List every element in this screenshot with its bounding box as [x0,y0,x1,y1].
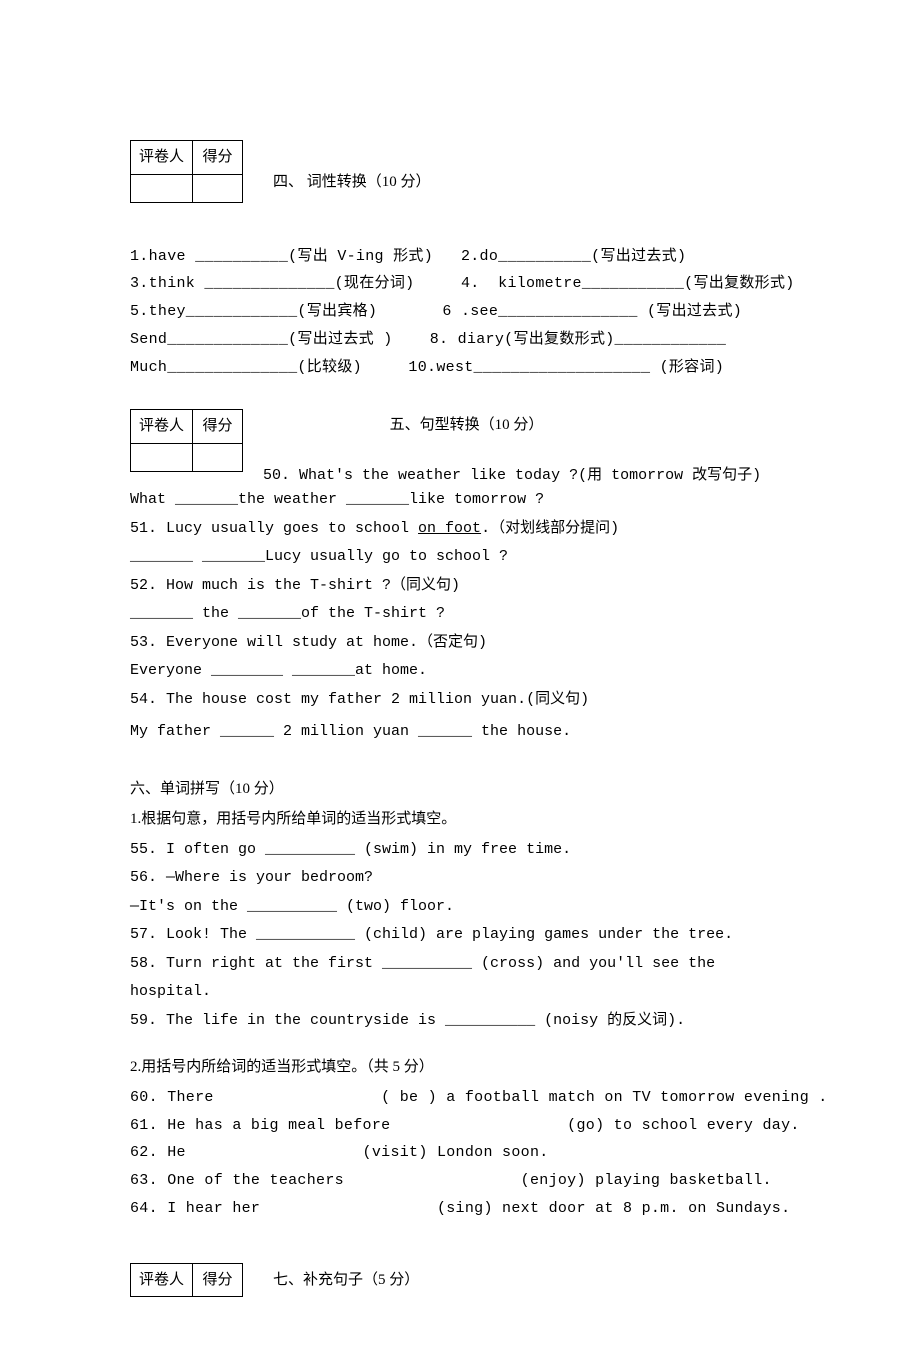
q4-line-2: 3.think ______________(现在分词) 4. kilometr… [130,270,790,298]
section-6-part1-heading: 1.根据句意，用括号内所给单词的适当形式填空。 [130,805,790,834]
q52-answer: _______ the _______of the T-shirt ? [130,600,790,629]
q4-line-5: Much______________(比较级) 10.west_________… [130,354,790,382]
section-4-header: 评卷人 得分 四、 词性转换（10 分） [130,140,790,203]
q53-answer: Everyone ________ _______at home. [130,657,790,686]
section-6-part2-content: 60. There ( be ) a football match on TV … [130,1084,790,1223]
q4-line-1: 1.have __________(写出 V-ing 形式) 2.do_____… [130,243,790,271]
score-box-header-grader: 评卷人 [131,1263,193,1297]
score-box-cell-score[interactable] [193,443,243,471]
score-box-cell-grader[interactable] [131,174,193,202]
q51-answer: _______ _______Lucy usually go to school… [130,543,790,572]
q56: 56. —Where is your bedroom? [130,864,790,893]
score-box-header-score: 得分 [193,141,243,175]
q54: 54. The house cost my father 2 million y… [130,686,790,715]
q54-answer: My father ______ 2 million yuan ______ t… [130,718,790,747]
section-4-title: 四、 词性转换（10 分） [273,140,431,197]
score-box-header-score: 得分 [193,1263,243,1297]
section-4-content: 1.have __________(写出 V-ing 形式) 2.do_____… [130,243,790,382]
q57: 57. Look! The ___________ (child) are pl… [130,921,790,950]
q52: 52. How much is the T-shirt ?（同义句) [130,572,790,601]
q50-answer: What _______the weather _______like tomo… [130,486,790,515]
section-5-header: 评卷人 得分 五、句型转换（10 分） 50. What's the weath… [130,409,790,490]
q58: 58. Turn right at the first __________ (… [130,950,790,1007]
score-box-section-7: 评卷人 得分 [130,1263,243,1298]
score-box-cell-score[interactable] [193,174,243,202]
q60: 60. There ( be ) a football match on TV … [130,1084,790,1112]
q59: 59. The life in the countryside is _____… [130,1007,790,1036]
q55: 55. I often go __________ (swim) in my f… [130,836,790,865]
score-box-header-grader: 评卷人 [131,141,193,175]
score-box-cell-grader[interactable] [131,443,193,471]
q62: 62. He (visit) London soon. [130,1139,790,1167]
q51: 51. Lucy usually goes to school on foot.… [130,515,790,544]
section-5-content: What _______the weather _______like tomo… [130,486,790,747]
q56b: —It's on the __________ (two) floor. [130,893,790,922]
q63: 63. One of the teachers (enjoy) playing … [130,1167,790,1195]
q50: 50. What's the weather like today ?(用 to… [263,462,790,491]
q4-line-3: 5.they____________(写出宾格) 6 .see_________… [130,298,790,326]
section-5-title: 五、句型转换（10 分） [143,409,790,440]
section-6-part1-content: 55. I often go __________ (swim) in my f… [130,836,790,1036]
q61: 61. He has a big meal before (go) to sch… [130,1112,790,1140]
q53: 53. Everyone will study at home.（否定句) [130,629,790,658]
section-6-part2-heading: 2.用括号内所给词的适当形式填空。（共 5 分） [130,1053,790,1082]
q4-line-4: Send_____________(写出过去式 ) 8. diary(写出复数形… [130,326,790,354]
score-box-section-4: 评卷人 得分 [130,140,243,203]
section-6-title: 六、单词拼写（10 分） [130,775,790,804]
q64: 64. I hear her (sing) next door at 8 p.m… [130,1195,790,1223]
section-7-title: 七、补充句子（5 分） [273,1266,419,1295]
section-7-header: 评卷人 得分 七、补充句子（5 分） [130,1263,790,1298]
